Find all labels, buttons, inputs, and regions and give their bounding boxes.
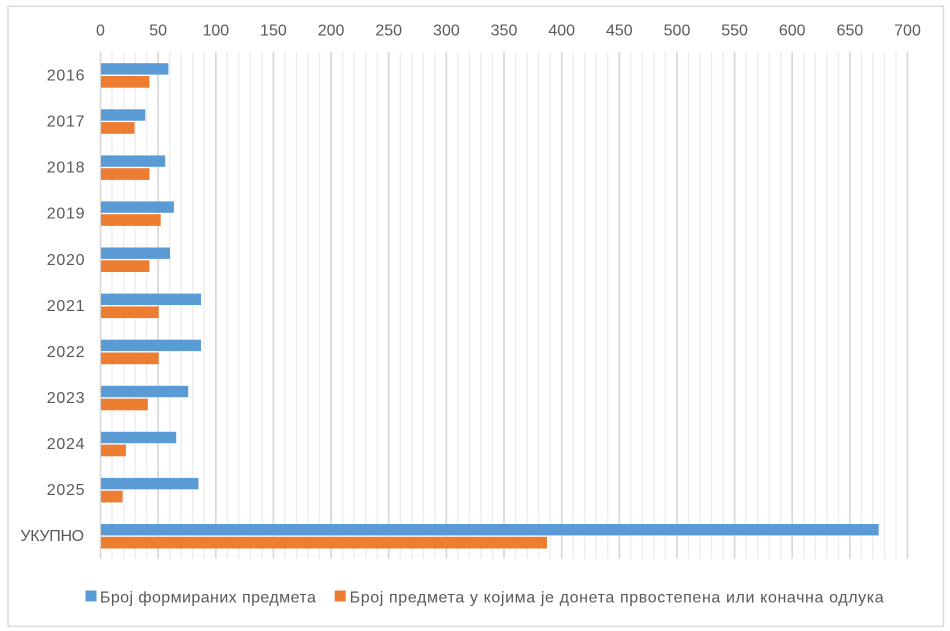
- svg-text:2022: 2022: [47, 344, 85, 361]
- svg-text:700: 700: [894, 22, 921, 39]
- svg-text:Број формираних предмета: Број формираних предмета: [100, 589, 316, 606]
- svg-text:550: 550: [721, 22, 748, 39]
- svg-text:200: 200: [318, 22, 345, 39]
- svg-text:2018: 2018: [47, 160, 85, 177]
- svg-text:500: 500: [664, 22, 691, 39]
- svg-text:350: 350: [491, 22, 518, 39]
- svg-text:2024: 2024: [47, 436, 85, 453]
- svg-text:450: 450: [606, 22, 633, 39]
- svg-text:0: 0: [96, 22, 105, 39]
- svg-text:650: 650: [837, 22, 864, 39]
- svg-text:УКУПНО: УКУПНО: [20, 528, 84, 545]
- svg-text:150: 150: [260, 22, 287, 39]
- svg-text:300: 300: [433, 22, 460, 39]
- svg-text:2016: 2016: [47, 67, 85, 84]
- svg-text:Број предмета у којима је доне: Број предмета у којима је донета првосте…: [350, 589, 884, 606]
- svg-text:50: 50: [149, 22, 167, 39]
- svg-text:2019: 2019: [47, 206, 85, 223]
- svg-text:2023: 2023: [47, 390, 85, 407]
- svg-text:2025: 2025: [47, 482, 85, 499]
- svg-text:2017: 2017: [47, 114, 85, 131]
- svg-text:2021: 2021: [47, 298, 85, 315]
- svg-text:100: 100: [202, 22, 229, 39]
- svg-text:400: 400: [548, 22, 575, 39]
- svg-text:2020: 2020: [47, 252, 85, 269]
- svg-text:250: 250: [375, 22, 402, 39]
- svg-text:600: 600: [779, 22, 806, 39]
